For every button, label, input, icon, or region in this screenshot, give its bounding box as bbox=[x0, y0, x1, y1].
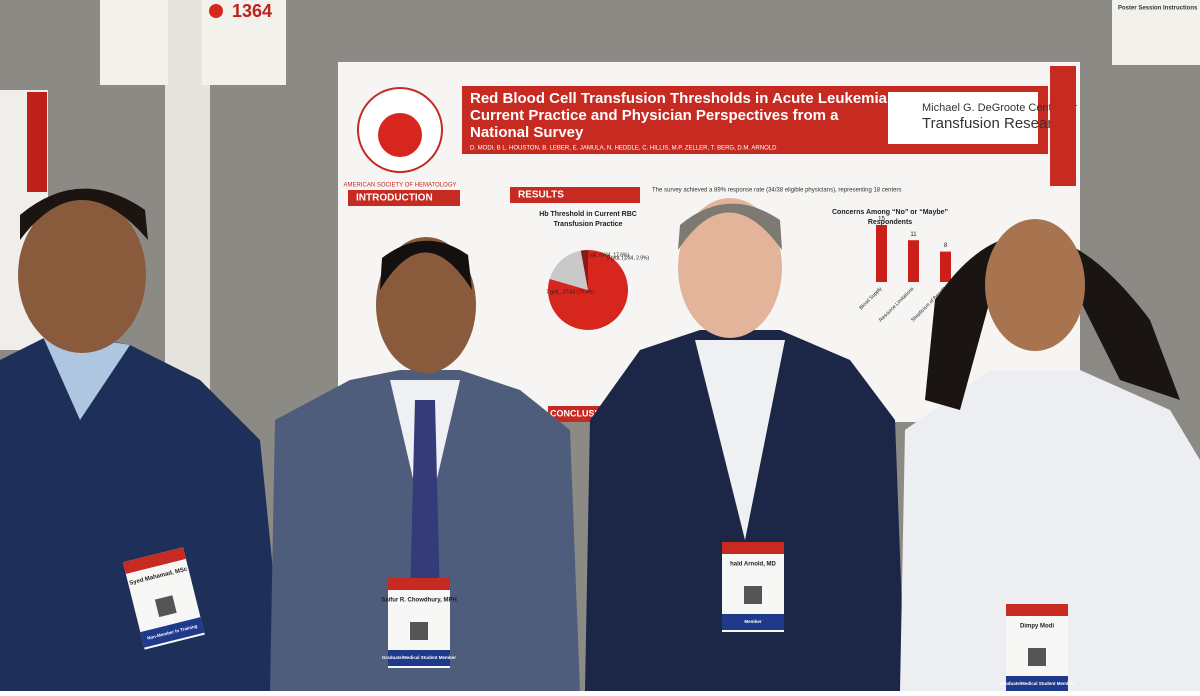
pie-label: 7 g/dL, 27/34 (79.4%) bbox=[546, 289, 594, 295]
badge-name: hald Arnold, MD bbox=[730, 562, 776, 568]
qr-code bbox=[154, 595, 177, 618]
poster-title: Current Practice and Physician Perspecti… bbox=[470, 107, 839, 124]
shirt bbox=[40, 330, 130, 420]
ash-logo-drop bbox=[378, 113, 422, 157]
suit bbox=[0, 330, 285, 691]
bar-title: Concerns Among “No” or “Maybe” bbox=[832, 209, 948, 216]
section-title: INTRODUCTION bbox=[356, 193, 433, 204]
bar bbox=[908, 240, 919, 282]
poster-title: Red Blood Cell Transfusion Thresholds in… bbox=[470, 90, 892, 107]
pie-slice bbox=[549, 250, 588, 290]
survey-note: The survey achieved a 89% response rate … bbox=[652, 188, 901, 194]
badge-ribbon bbox=[140, 617, 205, 648]
left-poster-band bbox=[27, 92, 47, 192]
hair bbox=[678, 203, 782, 250]
badge-top bbox=[388, 578, 450, 590]
authors: D. MODI, B L. HOUSTON, B. LEBER, E. JAMU… bbox=[470, 146, 777, 152]
badge: hald Arnold, MD Member bbox=[722, 542, 784, 632]
sign-title: Poster Session Instructions bbox=[1118, 6, 1198, 12]
qr-code bbox=[744, 586, 762, 604]
badge-ribbon-text: Member bbox=[744, 619, 762, 624]
badge-top bbox=[722, 542, 784, 554]
logo-box bbox=[888, 92, 1038, 144]
pie-title: Hb Threshold in Current RBC bbox=[539, 211, 637, 218]
poster-title: National Survey bbox=[470, 124, 584, 141]
logo-text: Transfusion Research bbox=[922, 115, 1068, 132]
sign-dot bbox=[209, 4, 223, 18]
badge-ribbon-text: Graduate/Medical Student Member bbox=[382, 655, 456, 660]
face bbox=[376, 237, 476, 373]
shirt bbox=[900, 370, 1200, 691]
badge: Dimpy Modi Graduate/Medical Student Membe… bbox=[1000, 604, 1074, 694]
bar bbox=[940, 251, 951, 282]
badge-ribbon bbox=[722, 614, 784, 630]
society-name: AMERICAN SOCIETY OF HEMATOLOGY bbox=[343, 183, 456, 189]
section-title: RESULTS bbox=[518, 190, 564, 201]
badge-top bbox=[1006, 604, 1068, 616]
shirt bbox=[695, 340, 785, 540]
face bbox=[985, 219, 1085, 351]
qr-code bbox=[1028, 648, 1046, 666]
people bbox=[0, 188, 1200, 691]
hair bbox=[380, 240, 472, 290]
poster-side-band bbox=[1050, 66, 1076, 186]
face bbox=[18, 197, 146, 353]
tie bbox=[410, 400, 440, 630]
bar-value: 11 bbox=[910, 232, 917, 238]
bar-value: 8 bbox=[944, 243, 948, 249]
pie-title: Transfusion Practice bbox=[554, 221, 623, 228]
section-title: CONCLUSION bbox=[550, 408, 611, 418]
badge-name: Dimpy Modi bbox=[1020, 624, 1054, 630]
sign-right bbox=[1112, 0, 1200, 65]
section-header bbox=[510, 187, 640, 203]
section-header bbox=[548, 406, 604, 422]
pie-label: 9 g/dL (1/34, 2.9%) bbox=[607, 255, 650, 261]
pie-slice bbox=[580, 250, 588, 290]
badge-ribbon-text: Graduate/Medical Student Member bbox=[1000, 681, 1074, 686]
bar-title: Respondents bbox=[868, 219, 912, 226]
pie-label: 8 g/L (6/34, 17.6%) bbox=[587, 252, 630, 258]
badge-ribbon bbox=[388, 650, 450, 666]
sign bbox=[100, 0, 168, 85]
badge-ribbon bbox=[1006, 676, 1068, 692]
hair bbox=[20, 188, 148, 240]
bar bbox=[876, 225, 887, 282]
qr-code bbox=[410, 622, 428, 640]
logo-text: Michael G. DeGroote Centre for bbox=[922, 102, 1078, 114]
section-header bbox=[348, 190, 460, 206]
badge-top bbox=[122, 547, 186, 574]
face bbox=[678, 198, 782, 338]
badge: Saifur R. Chowdhury, MPH Graduate/Medical… bbox=[381, 578, 457, 668]
badge-name: Saifur R. Chowdhury, MPH bbox=[381, 598, 457, 604]
booth-number: 1364 bbox=[232, 1, 272, 21]
bar-value: 15 bbox=[878, 217, 885, 223]
